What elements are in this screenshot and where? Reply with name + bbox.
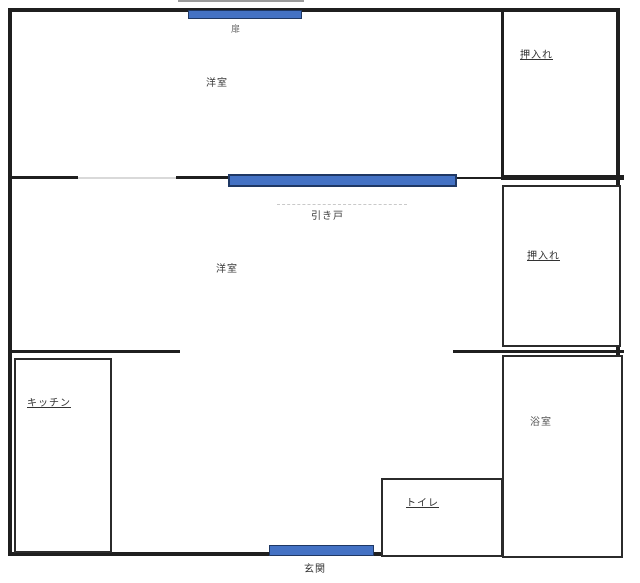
closet-top-label: 押入れ (520, 50, 553, 61)
sliding-door-bar (228, 174, 457, 187)
room-divider-wall-thick (501, 175, 624, 180)
room-divider-wall-light (78, 177, 176, 179)
top-edge-line (178, 0, 304, 2)
room-divider-wall-mid (176, 176, 228, 179)
closet-middle-label: 押入れ (527, 251, 560, 262)
kitchen-box (14, 358, 112, 553)
entrance-label: 玄関 (304, 564, 326, 575)
sliding-door-dashed-line (277, 204, 407, 205)
sliding-door-label: 引き戸 (311, 211, 344, 222)
bathroom-box (502, 355, 623, 558)
kitchen-label: キッチン (27, 398, 71, 409)
entrance-door-bar (269, 545, 374, 556)
door-label: 扉 (231, 24, 242, 34)
room-top-label: 洋室 (206, 78, 228, 89)
closet-middle-box (502, 185, 621, 347)
lower-divider-wall-right (453, 350, 624, 353)
room-divider-wall-right (457, 177, 502, 179)
bathroom-label: 浴室 (530, 417, 552, 428)
lower-divider-wall-left (12, 350, 180, 353)
toilet-label: トイレ (406, 498, 439, 509)
hinged-door-bar (188, 10, 302, 19)
room-divider-wall-left (12, 176, 78, 179)
toilet-box (381, 478, 503, 557)
closet-top-divider-wall (501, 12, 504, 176)
room-middle-label: 洋室 (216, 264, 238, 275)
